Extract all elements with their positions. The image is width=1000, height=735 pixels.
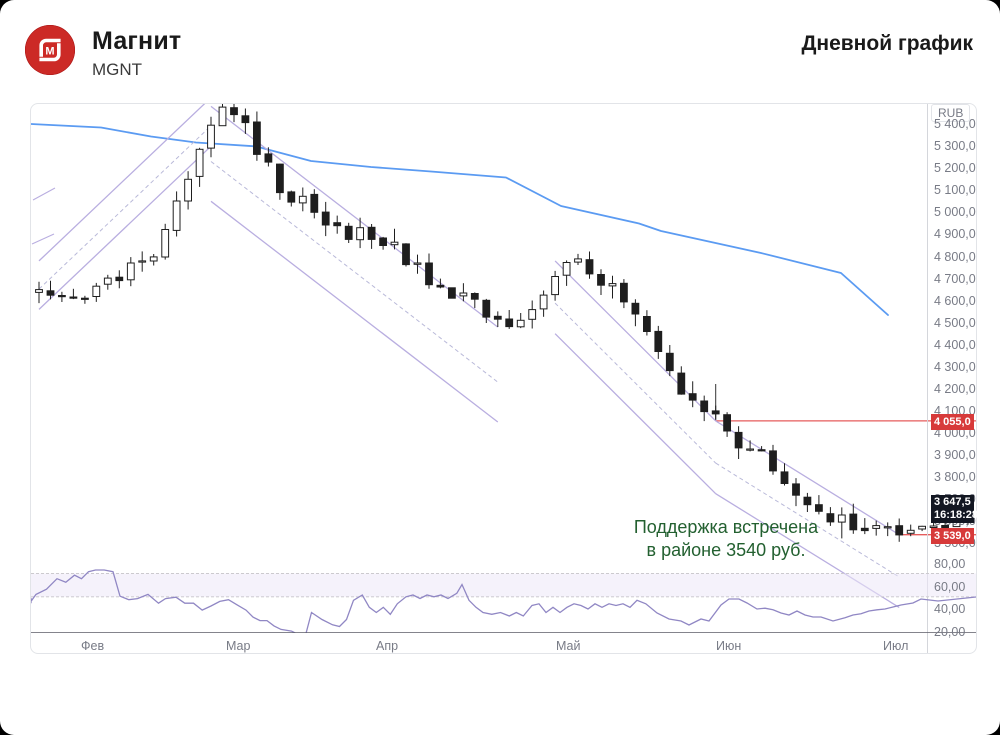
svg-text:M: M	[45, 46, 54, 58]
